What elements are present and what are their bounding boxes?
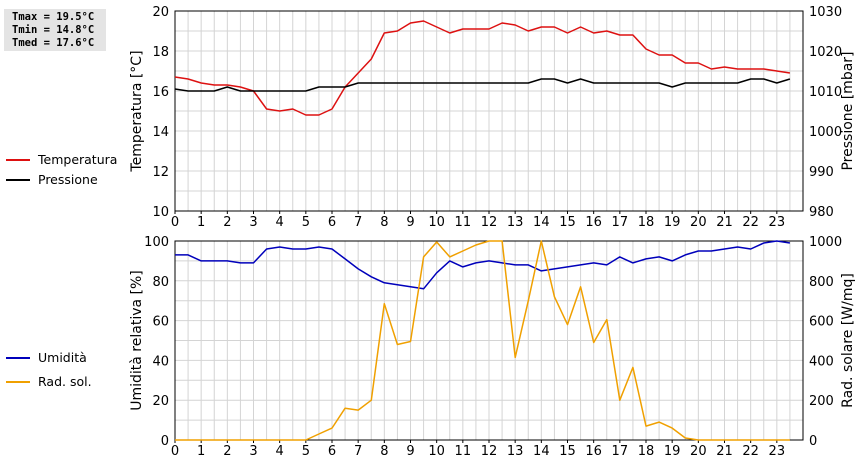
bottom-x-tick-label: 2 bbox=[223, 444, 231, 459]
bottom-x-tick-label: 12 bbox=[481, 444, 498, 459]
top-x-tick-label: 5 bbox=[302, 215, 310, 230]
bottom-x-tick-label: 22 bbox=[742, 444, 759, 459]
top-y-tick-label: 18 bbox=[152, 45, 169, 60]
bottom-y2-tick-label: 1000 bbox=[809, 235, 842, 250]
top-y2-tick-label: 990 bbox=[809, 165, 834, 180]
tmax-label: Tmax = 19.5°C bbox=[12, 11, 95, 23]
tmin-label: Tmin = 14.8°C bbox=[12, 24, 95, 36]
bottom-y-tick-label: 100 bbox=[144, 235, 169, 250]
top-x-tick-label: 3 bbox=[249, 215, 257, 230]
bottom-x-tick-label: 14 bbox=[533, 444, 550, 459]
top-x-tick-label: 0 bbox=[171, 215, 179, 230]
bottom-y-tick-label: 0 bbox=[161, 434, 169, 449]
bottom-x-tick-label: 20 bbox=[690, 444, 707, 459]
bottom-y-tick-label: 40 bbox=[152, 354, 169, 369]
top-y-tick-label: 14 bbox=[152, 125, 169, 140]
bottom-x-tick-label: 19 bbox=[664, 444, 681, 459]
bottom-y-axis-label: Umidità relativa [%] bbox=[129, 270, 145, 411]
top-x-tick-label: 6 bbox=[328, 215, 336, 230]
bottom-x-tick-label: 10 bbox=[428, 444, 445, 459]
top-x-tick-label: 12 bbox=[481, 215, 498, 230]
bottom-y-tick-label: 80 bbox=[152, 275, 169, 290]
bottom-x-tick-label: 23 bbox=[769, 444, 786, 459]
bottom-x-tick-label: 18 bbox=[638, 444, 655, 459]
top-x-tick-label: 7 bbox=[354, 215, 362, 230]
series-line-umidit bbox=[175, 240, 791, 290]
stats-box: Tmax = 19.5°C Tmin = 14.8°C Tmed = 17.6°… bbox=[4, 9, 106, 51]
bottom-x-tick-label: 3 bbox=[249, 444, 257, 459]
bottom-x-tick-label: 11 bbox=[455, 444, 472, 459]
legend-label-umidit: Umidità bbox=[38, 350, 87, 365]
top-y2-tick-label: 1000 bbox=[809, 125, 842, 140]
bottom-y-tick-label: 60 bbox=[152, 315, 169, 330]
bottom-x-tick-label: 8 bbox=[380, 444, 388, 459]
top-x-tick-label: 22 bbox=[742, 215, 759, 230]
bottom-y2-tick-label: 600 bbox=[809, 315, 834, 330]
top-x-tick-label: 4 bbox=[276, 215, 284, 230]
tmed-label: Tmed = 17.6°C bbox=[12, 37, 95, 49]
top-x-tick-label: 14 bbox=[533, 215, 550, 230]
bottom-y2-axis-label: Rad. solare [W/mq] bbox=[840, 273, 856, 408]
bottom-x-tick-label: 6 bbox=[328, 444, 336, 459]
top-x-tick-label: 23 bbox=[769, 215, 786, 230]
top-y-tick-label: 12 bbox=[152, 165, 169, 180]
bottom-x-tick-label: 17 bbox=[612, 444, 629, 459]
top-x-tick-label: 10 bbox=[428, 215, 445, 230]
top-x-tick-label: 17 bbox=[612, 215, 629, 230]
top-y-tick-label: 16 bbox=[152, 85, 169, 100]
top-x-tick-label: 20 bbox=[690, 215, 707, 230]
top-y2-tick-label: 1020 bbox=[809, 45, 842, 60]
top-y2-tick-label: 1010 bbox=[809, 85, 842, 100]
top-x-tick-label: 1 bbox=[197, 215, 205, 230]
top-x-tick-label: 21 bbox=[716, 215, 733, 230]
bottom-y2-tick-label: 800 bbox=[809, 275, 834, 290]
bottom-x-tick-label: 1 bbox=[197, 444, 205, 459]
top-x-tick-label: 8 bbox=[380, 215, 388, 230]
top-y-tick-label: 20 bbox=[152, 5, 169, 20]
bottom-x-tick-label: 5 bbox=[302, 444, 310, 459]
bottom-y-tick-label: 20 bbox=[152, 394, 169, 409]
bottom-x-tick-label: 21 bbox=[716, 444, 733, 459]
bottom-y2-tick-label: 0 bbox=[809, 434, 817, 449]
series-line-rad-sol bbox=[175, 240, 790, 441]
bottom-y2-tick-label: 400 bbox=[809, 354, 834, 369]
top-x-tick-label: 2 bbox=[223, 215, 231, 230]
bottom-x-tick-label: 4 bbox=[276, 444, 284, 459]
top-y-axis-label: Temperatura [°C] bbox=[129, 50, 145, 172]
top-x-tick-label: 9 bbox=[406, 215, 414, 230]
top-x-tick-label: 13 bbox=[507, 215, 524, 230]
bottom-x-tick-label: 15 bbox=[559, 444, 576, 459]
bottom-y2-tick-label: 200 bbox=[809, 394, 834, 409]
top-x-tick-label: 16 bbox=[585, 215, 602, 230]
top-x-tick-label: 19 bbox=[664, 215, 681, 230]
top-y2-axis-label: Pressione [mbar] bbox=[840, 51, 856, 170]
bottom-x-tick-label: 0 bbox=[171, 444, 179, 459]
top-x-tick-label: 18 bbox=[638, 215, 655, 230]
top-x-tick-label: 15 bbox=[559, 215, 576, 230]
top-y-tick-label: 10 bbox=[152, 205, 169, 220]
bottom-x-tick-label: 9 bbox=[406, 444, 414, 459]
bottom-x-tick-label: 16 bbox=[585, 444, 602, 459]
legend-label-pressione: Pressione bbox=[38, 172, 98, 187]
top-y2-tick-label: 1030 bbox=[809, 5, 842, 20]
series-line-temperatura bbox=[174, 20, 791, 116]
legend-label-temperatura: Temperatura bbox=[37, 152, 117, 167]
top-x-tick-label: 11 bbox=[455, 215, 472, 230]
bottom-x-tick-label: 13 bbox=[507, 444, 524, 459]
legend-label-rad-sol: Rad. sol. bbox=[38, 374, 92, 389]
series-line-pressione bbox=[174, 78, 791, 92]
top-y2-tick-label: 980 bbox=[809, 205, 834, 220]
bottom-x-tick-label: 7 bbox=[354, 444, 362, 459]
